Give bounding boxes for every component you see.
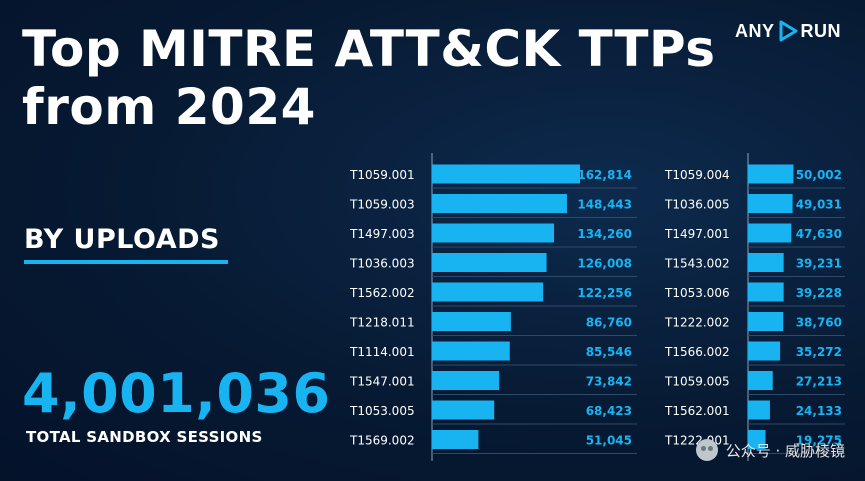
value-label: 50,002 — [796, 168, 842, 182]
chart-column-left: T1059.001 162,814 T1059.003 148,443 T1497.00… — [349, 153, 637, 461]
category-label: T1059.004 — [664, 168, 730, 182]
section-label: BY UPLOADS — [24, 224, 220, 255]
category-label: T1566.002 — [664, 345, 730, 359]
value-label: 19,275 — [796, 434, 842, 448]
bar — [432, 341, 510, 361]
value-label: 126,008 — [577, 257, 632, 271]
value-label: 39,228 — [796, 286, 842, 300]
chart-column-right: T1059.004 50,002 T1036.005 49,031 T1497.001 4… — [664, 153, 845, 461]
bar — [432, 430, 479, 449]
value-label: 68,423 — [586, 404, 632, 418]
value-label: 134,260 — [577, 227, 632, 241]
bar — [432, 371, 500, 390]
bar — [432, 194, 567, 213]
value-label: 86,760 — [586, 316, 632, 330]
section-underline — [24, 260, 228, 264]
title-text: Top MITRE ATT&CK TTPs from 2024 — [22, 20, 716, 136]
bar — [748, 253, 784, 272]
bar — [432, 164, 580, 184]
category-label: T1497.001 — [664, 227, 730, 241]
value-label: 73,842 — [586, 375, 632, 389]
anyrun-logo: ANY RUN — [735, 20, 841, 42]
page-title: Top MITRE ATT&CK TTPs from 2024 — [22, 20, 865, 136]
category-label: T1218.011 — [349, 316, 415, 330]
category-label: T1569.002 — [349, 434, 415, 448]
value-label: 39,231 — [796, 257, 842, 271]
bar — [748, 312, 784, 331]
bar — [748, 341, 781, 361]
bar — [432, 400, 495, 420]
watermark: 公众号 · 威胁棱镜 — [695, 439, 845, 461]
category-label: T1562.002 — [349, 286, 415, 300]
category-label: T1036.005 — [664, 198, 730, 212]
total-sessions-label: TOTAL SANDBOX SESSIONS — [26, 428, 263, 446]
bar — [432, 223, 555, 243]
category-label: T1562.001 — [664, 404, 730, 418]
category-label: T1547.001 — [349, 375, 415, 389]
bar — [748, 194, 793, 213]
value-label: 24,133 — [796, 404, 842, 418]
value-label: 38,760 — [796, 316, 842, 330]
play-icon — [779, 20, 797, 42]
bar — [432, 253, 547, 272]
logo-text-left: ANY — [734, 20, 775, 41]
category-label: T1543.002 — [664, 257, 730, 271]
value-label: 148,443 — [577, 198, 632, 212]
value-label: 49,031 — [796, 198, 842, 212]
value-label: 47,630 — [796, 227, 842, 241]
value-label: 162,814 — [577, 168, 632, 182]
category-label: T1497.003 — [349, 227, 415, 241]
category-label: T1059.003 — [349, 198, 415, 212]
bar — [748, 430, 766, 449]
bar — [748, 400, 770, 420]
bar — [748, 164, 794, 184]
bar — [748, 371, 773, 390]
logo-text-right: RUN — [800, 20, 841, 41]
value-label: 27,213 — [796, 375, 842, 389]
bar — [748, 282, 784, 302]
watermark-text: 公众号 · 威胁棱镜 — [725, 441, 845, 460]
value-label: 85,546 — [586, 345, 632, 359]
value-label: 51,045 — [586, 434, 632, 448]
value-label: 122,256 — [577, 286, 632, 300]
total-sessions-value: 4,001,036 — [22, 362, 331, 425]
category-label: T1114.001 — [349, 345, 415, 359]
category-label: T1059.001 — [349, 168, 415, 182]
wechat-icon — [695, 439, 718, 461]
category-label: T1036.003 — [349, 257, 415, 271]
category-label: T1222.002 — [664, 316, 730, 330]
category-label: T1059.005 — [664, 375, 730, 389]
bar — [748, 223, 792, 243]
bar — [432, 312, 511, 331]
bar — [432, 282, 544, 302]
category-label: T1053.006 — [664, 286, 730, 300]
value-label: 35,272 — [796, 345, 842, 359]
category-label: T1053.005 — [349, 404, 415, 418]
